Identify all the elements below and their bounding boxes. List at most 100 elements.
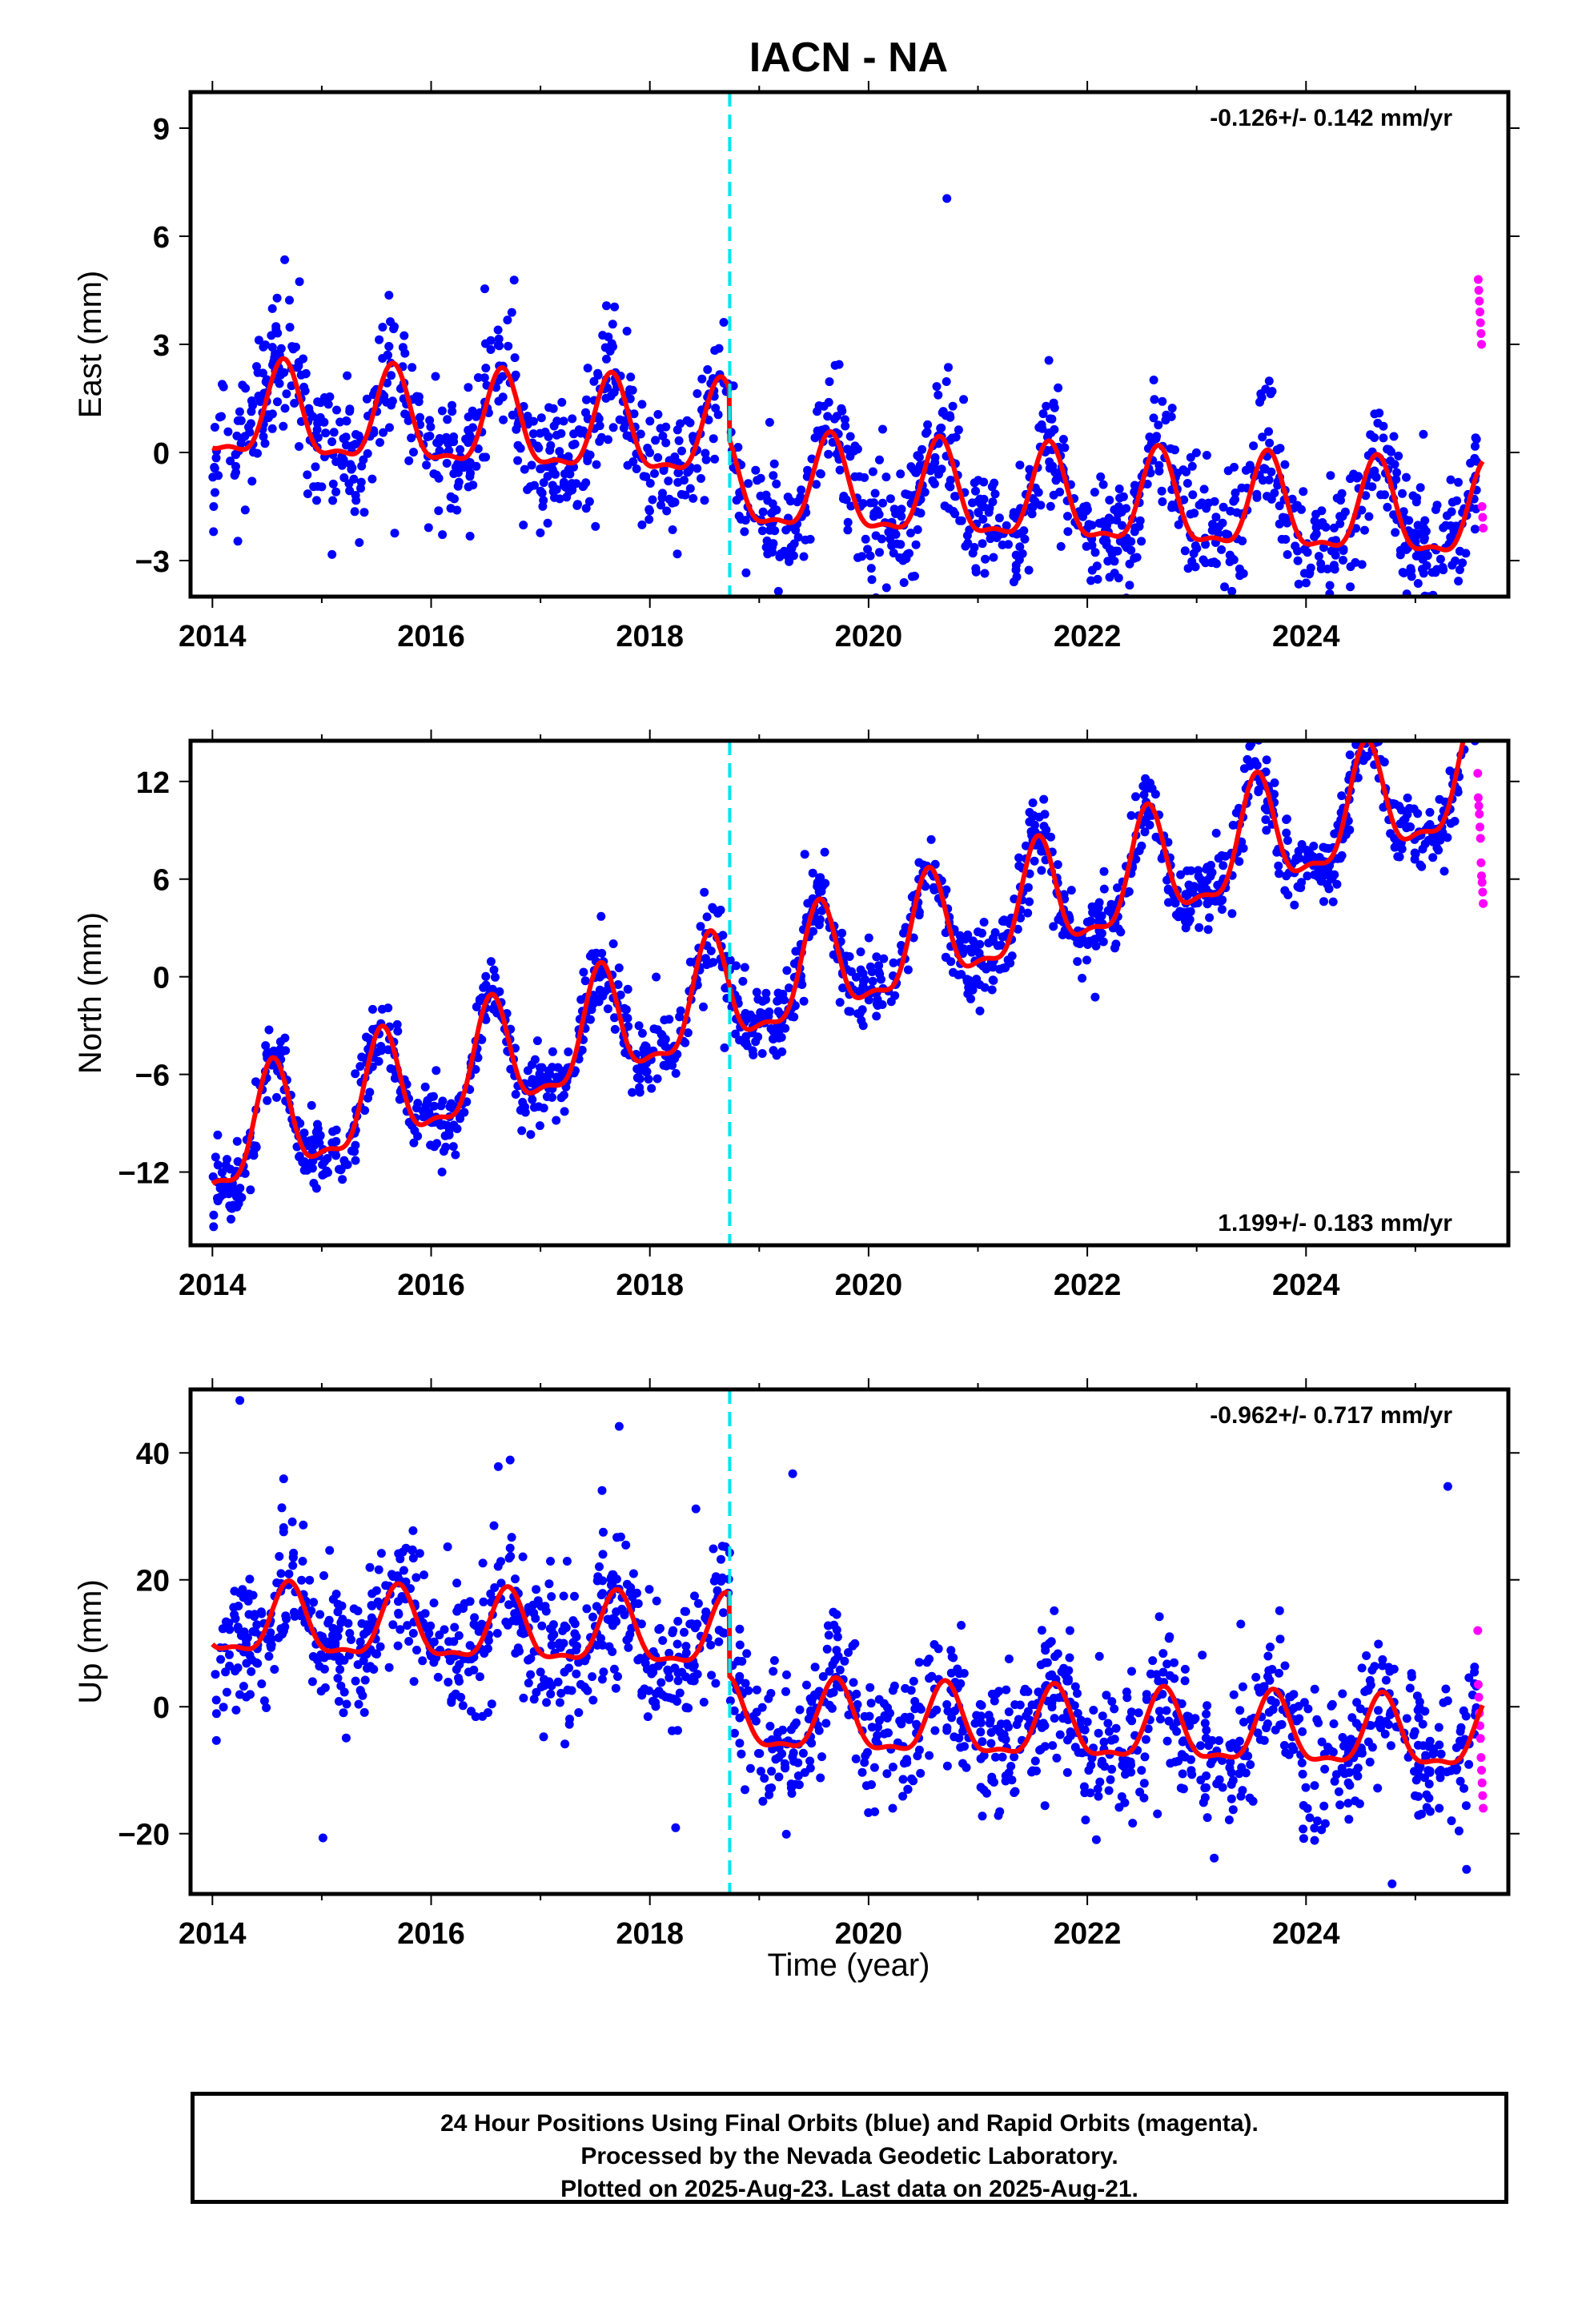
final-orbit-point [548,1620,558,1630]
final-orbit-point [1337,489,1347,498]
final-orbit-point [431,372,440,381]
final-orbit-point [211,1709,221,1719]
final-orbit-point [247,1667,256,1676]
final-orbit-point [210,423,219,432]
final-orbit-point [408,1629,418,1638]
final-orbit-point [263,410,273,420]
final-orbit-point [513,456,523,465]
final-orbit-point [745,1763,755,1773]
final-orbit-point [1114,485,1124,493]
final-orbit-point [291,342,300,352]
final-orbit-point [231,1705,241,1715]
final-orbit-point [1404,516,1414,525]
final-orbit-point [1312,1715,1322,1724]
final-orbit-point [1414,1713,1423,1723]
final-orbit-point [572,1669,581,1679]
final-orbit-point [1057,1667,1066,1676]
final-orbit-point [765,417,774,427]
final-orbit-point [1262,755,1271,765]
final-orbit-point [942,1761,952,1771]
final-orbit-point [486,345,496,354]
final-orbit-point [458,1701,468,1711]
final-orbit-point [568,1616,578,1626]
final-orbit-point [1103,557,1113,566]
final-orbit-point [493,325,503,335]
final-orbit-point [958,1759,967,1768]
final-orbit-point [885,494,895,504]
final-orbit-point [248,1590,258,1600]
rapid-orbit-point [1477,1766,1486,1775]
final-orbit-point [1321,522,1331,532]
final-orbit-point [240,505,250,515]
final-orbit-point [1180,1676,1190,1686]
final-orbit-point [528,1095,537,1104]
final-orbit-point [1158,1667,1168,1677]
final-orbit-point [1301,1783,1311,1792]
x-tick-label: 2016 [397,1917,465,1951]
final-orbit-point [1452,1765,1461,1775]
final-orbit-point [225,1625,235,1634]
final-orbit-point [1442,511,1452,521]
final-orbit-point [1355,1799,1364,1808]
final-orbit-point [685,484,695,493]
final-orbit-point [230,1586,239,1596]
final-orbit-point [933,465,942,475]
final-orbit-point [987,1772,997,1782]
final-orbit-point [691,1504,701,1514]
final-orbit-point [829,1607,838,1617]
final-orbit-point [1137,1766,1146,1775]
y-axis-label: East (mm) [73,271,108,418]
final-orbit-point [717,1554,725,1564]
final-orbit-point [1198,1651,1207,1660]
final-orbit-point [518,1097,528,1107]
final-orbit-point [867,1723,877,1732]
final-orbit-point [1215,1736,1224,1745]
final-orbit-point [1044,428,1054,438]
figure-title: IACN - NA [749,34,949,81]
final-orbit-point [580,976,590,986]
final-orbit-point [932,1705,942,1715]
final-orbit-point [1010,1752,1019,1762]
final-orbit-point [976,1718,986,1727]
final-orbit-point [653,452,663,462]
final-orbit-point [221,1617,231,1626]
final-orbit-point [1294,1702,1303,1711]
final-orbit-point [798,1748,808,1758]
final-orbit-point [323,400,333,409]
final-orbit-point [901,1683,910,1693]
final-orbit-point [703,365,713,374]
final-orbit-point [656,1678,666,1687]
final-orbit-point [693,1598,703,1608]
final-orbit-point [673,549,682,559]
final-orbit-point [538,501,548,511]
final-orbit-point [923,420,933,429]
final-orbit-point [961,541,970,551]
final-orbit-point [735,1713,745,1723]
final-orbit-point [297,1575,307,1585]
final-orbit-point [1201,540,1211,549]
final-orbit-point [863,545,873,554]
final-orbit-point [821,1719,831,1728]
final-orbit-point [1120,540,1130,549]
final-orbit-point [267,304,277,313]
final-orbit-point [429,1598,439,1608]
final-orbit-point [901,489,910,499]
final-orbit-point [1362,1651,1371,1660]
final-orbit-point [881,472,891,482]
final-orbit-point [990,478,999,488]
final-orbit-point [793,533,803,542]
final-orbit-point [1331,550,1340,560]
final-orbit-point [802,1680,811,1690]
final-orbit-point [1113,883,1122,893]
final-orbit-point [583,456,592,465]
final-orbit-point [1178,1737,1187,1747]
final-orbit-point [1414,1791,1423,1801]
final-orbit-point [588,1612,597,1622]
final-orbit-point [1065,1653,1074,1663]
final-orbit-point [1162,1706,1171,1715]
final-orbit-point [325,1546,335,1555]
final-orbit-point [341,432,351,442]
final-orbit-point [1297,1758,1307,1767]
final-orbit-point [1182,479,1192,488]
final-orbit-point [957,1621,966,1630]
